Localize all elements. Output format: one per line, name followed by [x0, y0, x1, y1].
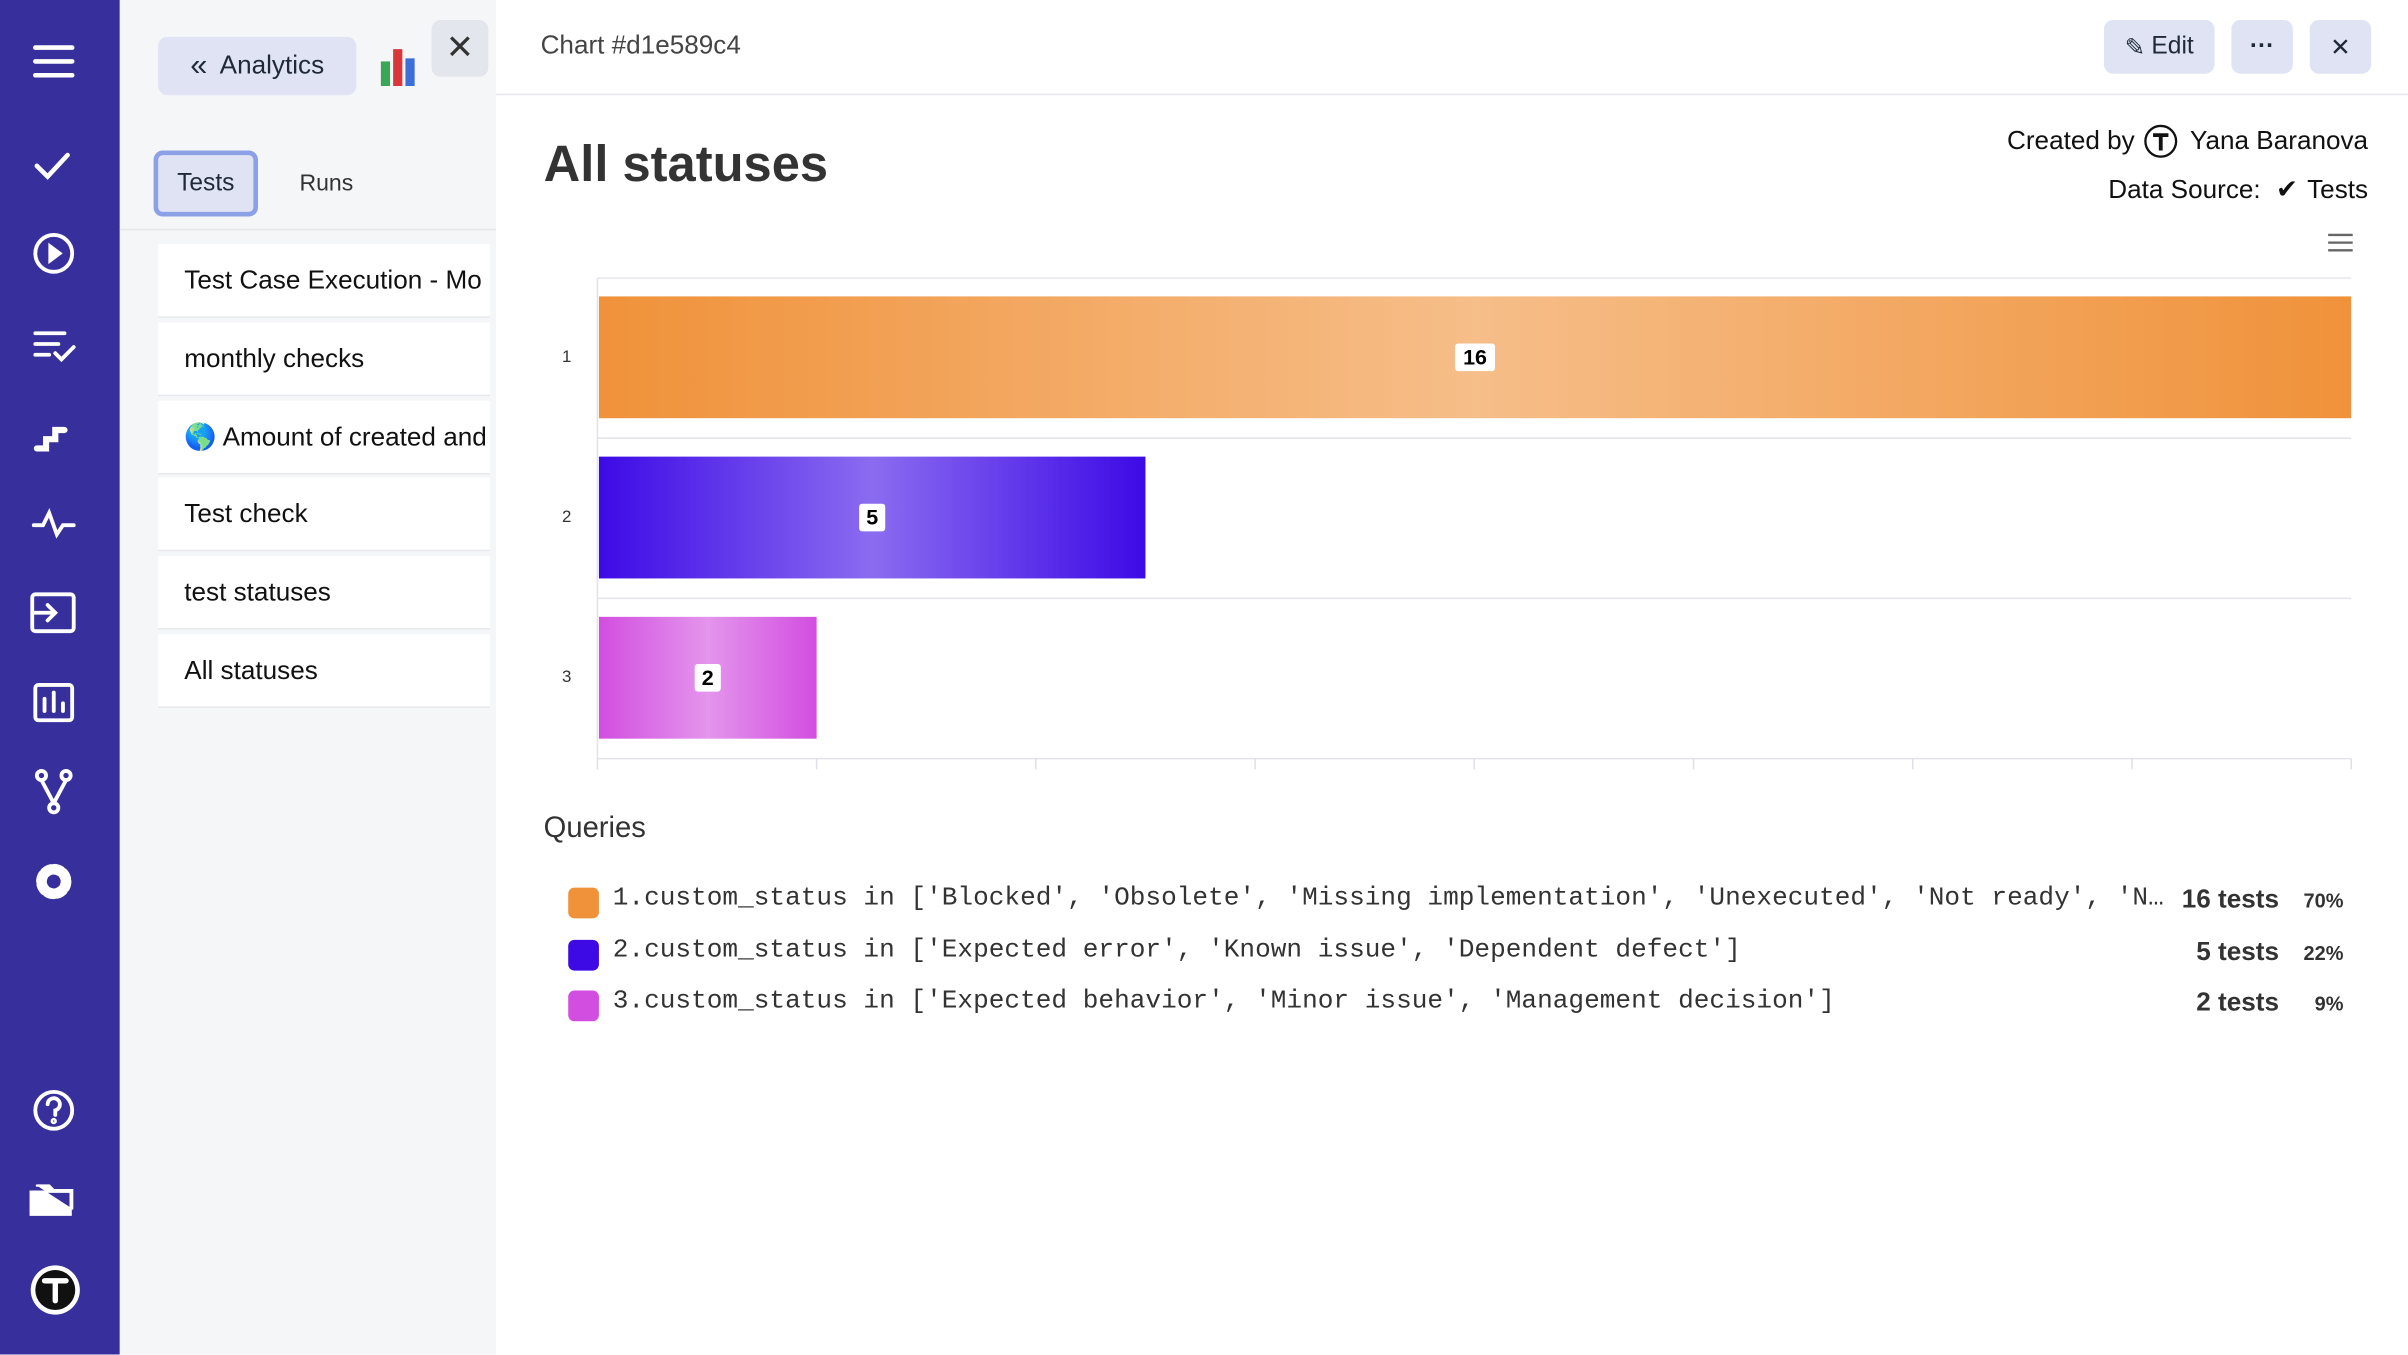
runs-icon[interactable] — [33, 233, 75, 274]
panel-title: Chart #d1e589c4 — [540, 30, 741, 60]
value-label-box — [1455, 343, 1496, 372]
back-button[interactable]: « Analytics — [158, 36, 357, 96]
query-text: 3.custom_status in ['Expected behavior',… — [612, 988, 1835, 1018]
y-tick-label: 1 — [562, 347, 571, 366]
y-tick-label: 3 — [562, 667, 571, 686]
created-by: Created by Yana Baranova — [2007, 123, 2368, 160]
query-text: 1.custom_status in ['Blocked', 'Obsolete… — [612, 884, 2164, 914]
data-source-check: ✔ — [2276, 175, 2298, 205]
help-icon[interactable] — [33, 1089, 75, 1131]
query-count: 2 tests — [2196, 988, 2279, 1018]
back-chevron: « — [190, 48, 208, 83]
query-percent: 9% — [2314, 992, 2344, 1016]
sidebar: « Analytics ✕ Tests Runs Test Case Execut… — [119, 0, 497, 1355]
value-label: 5 — [866, 506, 878, 530]
query-percent: 70% — [2303, 889, 2344, 913]
import-icon[interactable] — [30, 592, 76, 634]
header-divider — [496, 93, 2408, 96]
data-source-value: Tests — [2307, 175, 2369, 205]
plans-icon[interactable] — [33, 331, 76, 363]
tab-tests[interactable]: Tests — [153, 150, 258, 217]
nav-bar — [0, 0, 120, 1355]
query-swatch — [568, 887, 599, 919]
value-label-box — [859, 503, 886, 532]
sidebar-item[interactable]: Test Case Execution - Mo — [158, 244, 490, 318]
sidebar-item[interactable]: All statuses — [158, 634, 490, 708]
steps-icon[interactable] — [33, 426, 68, 452]
more-button[interactable]: ··· — [2231, 19, 2293, 74]
edit-button[interactable]: ✎ Edit — [2103, 19, 2215, 74]
queries-title: Queries — [543, 812, 646, 845]
pulse-icon[interactable] — [31, 508, 76, 539]
nav-icons — [29, 45, 80, 1315]
query-count: 16 tests — [2181, 884, 2279, 914]
query-percent: 22% — [2303, 940, 2344, 964]
chart-title: All statuses — [543, 135, 829, 192]
query-count: 5 tests — [2196, 936, 2279, 966]
value-label: 16 — [1463, 346, 1487, 370]
sidebar-item[interactable]: monthly checks — [158, 322, 490, 396]
chart-panel: Chart #d1e589c4 ✎ Edit ··· ✕ All statuses… — [496, 0, 2408, 1355]
sidebar-item[interactable]: 🌎 Amount of created and — [158, 400, 490, 474]
query-text: 2.custom_status in ['Expected error', 'K… — [612, 936, 1741, 966]
y-tick-label: 2 — [562, 507, 571, 526]
back-label: Analytics — [219, 50, 325, 80]
analytics-icon[interactable] — [33, 683, 75, 723]
close-sidebar[interactable]: ✕ — [431, 19, 489, 77]
edit-label: Edit — [2151, 33, 2194, 60]
author-avatar — [2144, 124, 2178, 158]
sidebar-item[interactable]: test statuses — [158, 556, 490, 630]
query-swatch — [568, 991, 599, 1022]
edit-icon: ✎ — [2124, 34, 2146, 61]
created-by-label: Created by — [2007, 125, 2135, 156]
branches-icon[interactable] — [34, 769, 73, 815]
chart-menu[interactable] — [2327, 230, 2355, 255]
bar-chart: 1 16 2 5 3 2 — [562, 277, 2352, 770]
projects-icon[interactable] — [29, 1184, 74, 1216]
chart-emoji — [380, 49, 415, 86]
menu-icon[interactable] — [33, 45, 75, 78]
tab-divider — [119, 228, 497, 231]
data-source-label: Data Source: — [2108, 175, 2261, 205]
query-row: 1.custom_status in ['Blocked', 'Obsolete… — [568, 885, 2349, 922]
tests-icon[interactable] — [34, 152, 70, 180]
settings-icon[interactable] — [36, 863, 72, 900]
data-source: Data Source: ✔ Tests — [2108, 175, 2368, 206]
user-avatar[interactable] — [30, 1265, 80, 1315]
query-swatch — [568, 939, 599, 971]
author: Yana Baranova — [2190, 125, 2369, 156]
sidebar-item[interactable]: Test check — [158, 478, 490, 552]
close-button[interactable]: ✕ — [2309, 19, 2372, 74]
query-row: 2.custom_status in ['Expected error', 'K… — [568, 936, 2349, 973]
value-label-box — [694, 663, 721, 692]
tab-runs[interactable]: Runs — [299, 170, 354, 197]
value-label: 2 — [702, 666, 714, 690]
query-row: 3.custom_status in ['Expected behavior',… — [568, 988, 2349, 1025]
